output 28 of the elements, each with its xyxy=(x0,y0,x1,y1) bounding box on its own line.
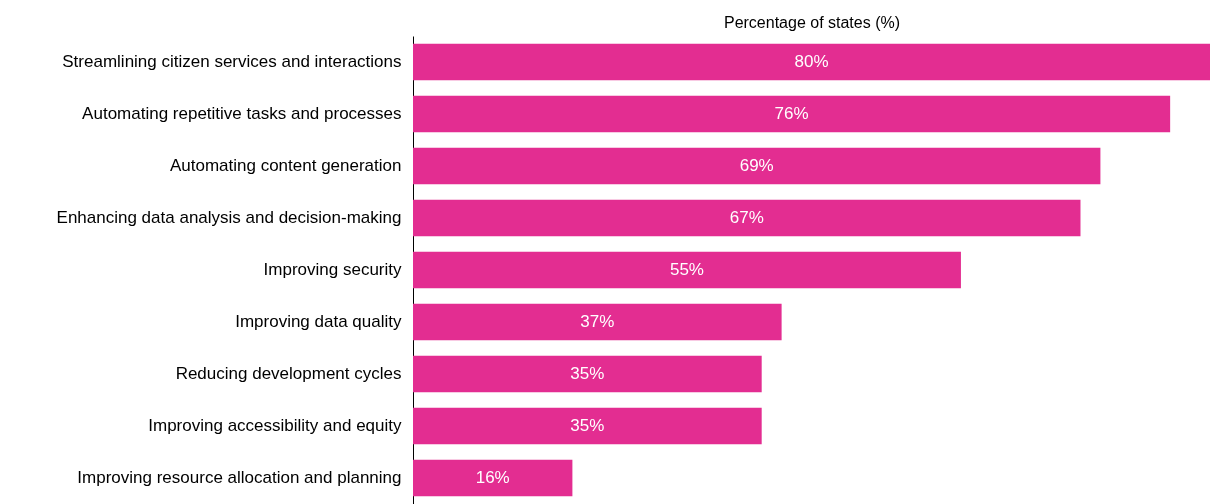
y-tick-label: Improving data quality xyxy=(235,312,402,331)
x-axis-title: Percentage of states (%) xyxy=(723,13,901,31)
bar xyxy=(413,459,573,497)
y-tick-label: Improving resource allocation and planning xyxy=(77,468,402,487)
data-label: 80% xyxy=(794,52,829,71)
y-tick-label: Automating content generation xyxy=(169,156,402,175)
bar xyxy=(413,251,961,289)
y-tick-label: Reducing development cycles xyxy=(175,364,402,383)
bar xyxy=(413,199,1081,237)
data-label: 16% xyxy=(475,468,510,487)
y-tick-label: Improving accessibility and equity xyxy=(148,416,402,435)
bar xyxy=(413,43,1210,81)
data-label: 35% xyxy=(570,416,605,435)
bar xyxy=(413,355,762,393)
bar xyxy=(413,147,1101,185)
y-tick-label: Automating repetitive tasks and processes xyxy=(82,104,402,123)
bar xyxy=(413,303,782,341)
data-label: 69% xyxy=(739,156,774,175)
data-label: 35% xyxy=(570,364,605,383)
data-label: 37% xyxy=(580,312,615,331)
y-tick-label: Improving security xyxy=(263,260,402,279)
bar xyxy=(413,95,1171,133)
data-label: 76% xyxy=(774,104,809,123)
data-label: 67% xyxy=(729,208,764,227)
data-label: 55% xyxy=(669,260,704,279)
y-tick-label: Streamlining citizen services and interactions xyxy=(62,52,402,71)
bar xyxy=(413,407,762,445)
y-tick-label: Enhancing data analysis and decision-making xyxy=(56,208,402,227)
